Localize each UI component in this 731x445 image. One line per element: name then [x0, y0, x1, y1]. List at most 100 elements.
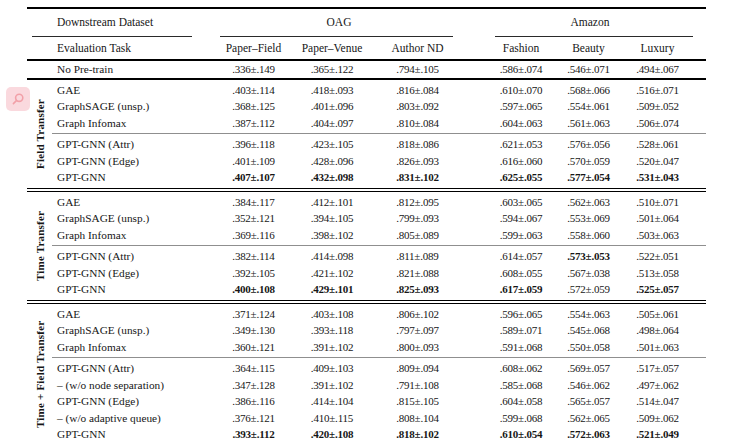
table-row: GAE.403±.114.418±.093.816±.084.610±.070.…: [27, 82, 706, 99]
method-label: GPT-GNN: [52, 428, 210, 440]
value-cell: .371±.124: [210, 308, 297, 320]
table-row: GraphSAGE (unsp.).352±.121.394±.105.799±…: [27, 210, 706, 227]
method-label: GPT-GNN (Attr): [52, 362, 210, 374]
value-cell: .401±.109: [210, 155, 297, 167]
value-cell: .349±.130: [210, 324, 297, 336]
value-cell: .497±.062: [622, 379, 693, 391]
value-cell: .800±.093: [367, 341, 468, 353]
value-cell: .577±.054: [555, 171, 622, 183]
value-cell: .409±.103: [297, 362, 367, 374]
header-task-row: Evaluation Task Paper–Field Paper–Venue …: [27, 36, 706, 59]
value-cell: .585±.068: [487, 379, 555, 391]
value-cell: .420±.108: [297, 428, 367, 440]
value-cell: .506±.074: [622, 117, 693, 129]
magnifier-badge[interactable]: [6, 87, 30, 111]
method-label: Graph Infomax: [52, 117, 210, 129]
value-cell: .412±.101: [297, 196, 367, 208]
value-cell: .521±.049: [622, 428, 693, 440]
value-cell: .616±.060: [487, 155, 555, 167]
method-label: GPT-GNN (Attr): [52, 250, 210, 262]
value-cell: .625±.055: [487, 171, 555, 183]
method-label: – (w/o node separation): [52, 379, 210, 391]
no-pretrain-row: No Pre-train .336±.149 .365±.122 .794±.1…: [27, 61, 706, 78]
method-label: GPT-GNN (Edge): [52, 395, 210, 407]
method-label: GPT-GNN (Edge): [52, 267, 210, 279]
table-row: GPT-GNN (Attr).396±.118.423±.105.818±.08…: [27, 136, 706, 153]
value-cell: .501±.063: [622, 341, 693, 353]
table-row: GraphSAGE (unsp.).368±.125.401±.096.803±…: [27, 98, 706, 115]
value-cell: .423±.105: [297, 138, 367, 150]
table-row: GPT-GNN (Edge).392±.105.421±.102.821±.08…: [27, 265, 706, 282]
value-cell: .586±.074: [487, 63, 555, 75]
value-cell: .806±.102: [367, 308, 468, 320]
midrule-amazon: [495, 35, 693, 37]
value-cell: .818±.102: [367, 428, 468, 440]
value-cell: .396±.118: [210, 138, 297, 150]
magnifier-icon: [11, 92, 25, 106]
method-label: Graph Infomax: [52, 341, 210, 353]
method-label: GAE: [52, 308, 210, 320]
value-cell: .608±.062: [487, 362, 555, 374]
subgroup-separator-rule: [52, 133, 706, 134]
header-group-oag: OAG: [210, 16, 468, 28]
value-cell: .610±.054: [487, 428, 555, 440]
value-cell: .816±.084: [367, 84, 468, 96]
value-cell: .803±.092: [367, 100, 468, 112]
table-row: GAE.384±.117.412±.101.812±.095.603±.065.…: [27, 194, 706, 211]
section-time-field-transfer: Time + Field TransferGAE.371±.124.403±.1…: [27, 304, 706, 445]
section-padding: [27, 186, 706, 188]
value-cell: .394±.105: [297, 212, 367, 224]
value-cell: .393±.112: [210, 428, 297, 440]
value-cell: .429±.101: [297, 283, 367, 295]
value-cell: .554±.061: [555, 100, 622, 112]
value-cell: .393±.118: [297, 324, 367, 336]
header-group-amazon: Amazon: [487, 16, 693, 28]
value-cell: .517±.057: [622, 362, 693, 374]
value-cell: .376±.121: [210, 412, 297, 424]
col-header-luxury: Luxury: [622, 42, 693, 54]
value-cell: .604±.063: [487, 117, 555, 129]
table-row: – (w/o node separation).347±.128.391±.10…: [27, 377, 706, 394]
value-cell: .407±.107: [210, 171, 297, 183]
value-cell: .509±.052: [622, 100, 693, 112]
value-cell: .594±.067: [487, 212, 555, 224]
table-row: GPT-GNN.393±.112.420±.108.818±.102 .610±.…: [27, 426, 706, 443]
value-cell: .554±.063: [555, 308, 622, 320]
value-cell: .347±.128: [210, 379, 297, 391]
section-field-transfer: Field TransferGAE.403±.114.418±.093.816±…: [27, 80, 706, 188]
table-sections: Field TransferGAE.403±.114.418±.093.816±…: [27, 80, 706, 445]
table-row: GraphSAGE (unsp.).349±.130.393±.118.797±…: [27, 322, 706, 339]
value-cell: .352±.121: [210, 212, 297, 224]
value-cell: .621±.053: [487, 138, 555, 150]
value-cell: .562±.065: [555, 412, 622, 424]
table-row: GPT-GNN (Edge).386±.116.414±.104.815±.10…: [27, 393, 706, 410]
header-midrules: [27, 35, 706, 36]
value-cell: .550±.058: [555, 341, 622, 353]
value-cell: .391±.102: [297, 341, 367, 353]
header-evaluation-task: Evaluation Task: [27, 42, 210, 54]
value-cell: .400±.108: [210, 283, 297, 295]
table-row: GPT-GNN (Attr).364±.115.409±.103.809±.09…: [27, 360, 706, 377]
value-cell: .809±.094: [367, 362, 468, 374]
method-label: GAE: [52, 84, 210, 96]
value-cell: .369±.116: [210, 229, 297, 241]
value-cell: .572±.063: [555, 428, 622, 440]
value-cell: .599±.068: [487, 412, 555, 424]
value-cell: .432±.098: [297, 171, 367, 183]
col-header-fashion: Fashion: [487, 42, 555, 54]
value-cell: .531±.043: [622, 171, 693, 183]
value-cell: .794±.105: [367, 63, 468, 75]
value-cell: .498±.064: [622, 324, 693, 336]
value-cell: .573±.053: [555, 250, 622, 262]
value-cell: .501±.064: [622, 212, 693, 224]
value-cell: .403±.114: [210, 84, 297, 96]
method-label: No Pre-train: [52, 63, 210, 75]
table-row: GAE.371±.124.403±.108.806±.102.596±.065.…: [27, 306, 706, 323]
col-header-paper-venue: Paper–Venue: [297, 42, 367, 54]
header-group-row: Downstream Dataset OAG Amazon: [27, 9, 706, 35]
value-cell: .610±.070: [487, 84, 555, 96]
table-row: GPT-GNN.407±.107.432±.098.831±.102.625±.…: [27, 169, 706, 186]
value-cell: .525±.057: [622, 283, 693, 295]
value-cell: .494±.067: [622, 63, 693, 75]
value-cell: .404±.097: [297, 117, 367, 129]
